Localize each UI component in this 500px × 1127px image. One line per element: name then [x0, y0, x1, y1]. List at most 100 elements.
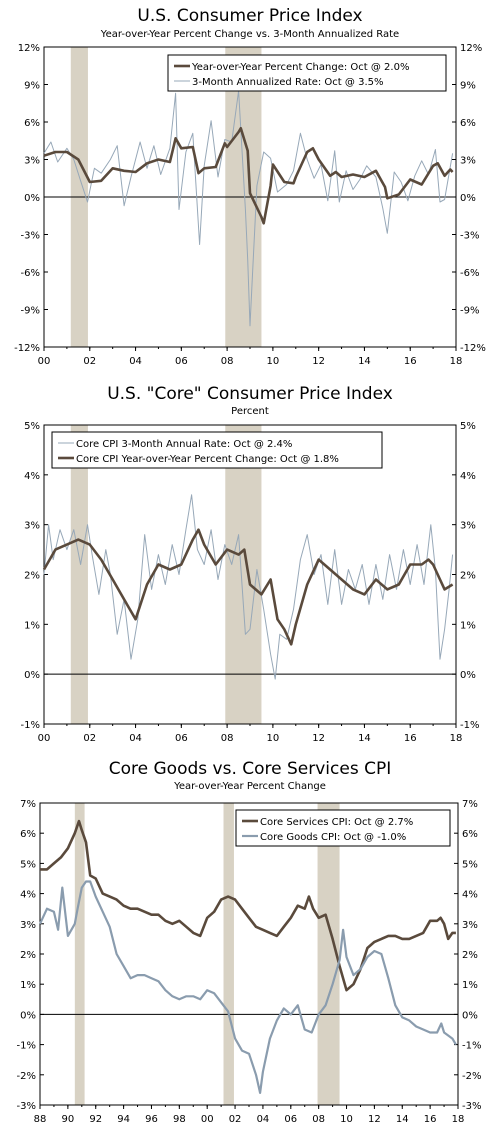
y-tick-label-left: 2% [24, 571, 40, 582]
chart2-title: U.S. "Core" Consumer Price Index [107, 384, 393, 404]
y-tick-label-left: -3% [17, 1101, 36, 1112]
series-line-2 [39, 880, 457, 1094]
chart2-subtitle: Percent [231, 406, 269, 417]
y-tick-label-left: 12% [18, 43, 40, 54]
y-tick-label-right: 12% [460, 43, 482, 54]
y-tick-label-right: 3% [462, 920, 478, 931]
y-tick-label-left: -1% [17, 1041, 36, 1052]
y-tick-label-right: 4% [462, 890, 478, 901]
y-tick-label-right: 3% [460, 156, 476, 167]
x-tick-label: 14 [358, 356, 371, 367]
x-tick-label: 08 [221, 356, 234, 367]
x-tick-label: 10 [267, 356, 280, 367]
y-tick-label-right: 7% [462, 799, 478, 810]
x-tick-label: 12 [312, 733, 325, 744]
recession-band-1 [70, 425, 88, 724]
x-tick-label: 92 [89, 1114, 102, 1125]
y-tick-label-left: 6% [24, 118, 40, 129]
y-tick-label-left: -2% [17, 1071, 36, 1082]
chart3-subtitle: Year-over-Year Percent Change [174, 781, 326, 792]
y-tick-label-right: 4% [460, 471, 476, 482]
y-tick-label-left: -3% [21, 231, 40, 242]
x-tick-label: 06 [284, 1114, 297, 1125]
y-tick-label-left: 3% [20, 920, 36, 931]
series-line-1 [43, 494, 454, 680]
y-tick-label-right: 9% [460, 81, 476, 92]
recession-band-1 [74, 803, 85, 1105]
y-tick-label-right: -1% [460, 720, 479, 731]
y-tick-label-left: 7% [20, 799, 36, 810]
series-line-1 [40, 819, 456, 992]
chart3-goods-vs-services: -3% -3% -2% -2% -1% -1% 0% 0% 1% 1% 2% 2% 3% 3% 4% 4% 5%… [17, 799, 482, 1125]
y-tick-label-left: 4% [20, 890, 36, 901]
x-tick-label: 18 [452, 1114, 465, 1125]
x-tick-label: 16 [404, 356, 417, 367]
x-tick-label: 00 [38, 733, 51, 744]
y-tick-label-left: -12% [14, 343, 40, 354]
x-tick-label: 04 [129, 356, 142, 367]
x-tick-label: 12 [312, 356, 325, 367]
y-tick-label-right: 6% [462, 829, 478, 840]
legend-box [167, 54, 447, 92]
y-tick-label-right: 5% [462, 859, 478, 870]
y-tick-label-left: 5% [24, 421, 40, 432]
x-tick-label: 02 [83, 733, 96, 744]
x-tick-label: 96 [145, 1114, 158, 1125]
y-tick-label-right: 2% [460, 571, 476, 582]
y-tick-label-right: -3% [460, 231, 479, 242]
y-tick-label-left: 5% [20, 859, 36, 870]
legend-label-1: Core CPI 3-Month Annual Rate: Oct @ 2.4% [76, 439, 292, 450]
y-tick-label-right: 0% [462, 1010, 478, 1021]
x-tick-label: 18 [450, 356, 463, 367]
x-tick-label: 06 [175, 733, 188, 744]
x-tick-label: 10 [267, 733, 280, 744]
y-tick-label-right: -1% [462, 1041, 481, 1052]
x-tick-label: 14 [358, 733, 371, 744]
legend-label-1: Core Services CPI: Oct @ 2.7% [260, 817, 413, 828]
chart1-subtitle: Year-over-Year Percent Change vs. 3-Mont… [100, 29, 400, 40]
x-tick-label: 10 [340, 1114, 353, 1125]
y-tick-label-left: 0% [24, 670, 40, 681]
y-tick-label-right: -2% [462, 1071, 481, 1082]
y-tick-label-right: -9% [460, 306, 479, 317]
y-tick-label-right: -3% [462, 1101, 481, 1112]
y-tick-label-right: -6% [460, 268, 479, 279]
y-tick-label-left: 4% [24, 471, 40, 482]
y-tick-label-left: 1% [24, 620, 40, 631]
x-tick-label: 16 [404, 733, 417, 744]
y-tick-label-left: -9% [21, 306, 40, 317]
y-tick-label-right: 6% [460, 118, 476, 129]
x-tick-label: 98 [173, 1114, 186, 1125]
x-tick-label: 02 [229, 1114, 242, 1125]
y-tick-label-left: 6% [20, 829, 36, 840]
legend-label-1: Year-over-Year Percent Change: Oct @ 2.0… [191, 62, 409, 73]
y-tick-label-left: 2% [20, 950, 36, 961]
legend-label-2: 3-Month Annualized Rate: Oct @ 3.5% [192, 77, 384, 88]
y-tick-label-right: 0% [460, 670, 476, 681]
x-tick-label: 14 [396, 1114, 409, 1125]
legend-label-2: Core Goods CPI: Oct @ -1.0% [260, 832, 406, 843]
y-tick-label-left: -1% [21, 720, 40, 731]
x-tick-label: 94 [117, 1114, 130, 1125]
x-tick-label: 04 [257, 1114, 270, 1125]
recession-band-2 [223, 803, 234, 1105]
y-tick-label-left: 0% [20, 1010, 36, 1021]
chart3-title: Core Goods vs. Core Services CPI [108, 759, 392, 779]
y-tick-label-left: 0% [24, 193, 40, 204]
chart1-cpi-headline: -12% -12% -9% -9% -6% -6% -3% -3% 0% 0% 3% 3% 6% 6% 9%… [14, 43, 486, 367]
y-tick-label-left: 1% [20, 980, 36, 991]
x-tick-label: 90 [61, 1114, 74, 1125]
legend-label-2: Core CPI Year-over-Year Percent Change: … [76, 454, 339, 465]
legend-box [51, 431, 383, 469]
legend-box [235, 809, 451, 847]
y-tick-label-right: 1% [462, 980, 478, 991]
x-tick-label: 02 [83, 356, 96, 367]
x-tick-label: 04 [129, 733, 142, 744]
series-line-1 [43, 127, 454, 225]
series-line-2 [43, 90, 454, 327]
y-tick-label-right: 5% [460, 421, 476, 432]
chart2-core-cpi: -1% -1% 0% 0% 1% 1% 2% 2% 3% 3% 4% 4% 5% 5% 00 02 04 06 08… [21, 421, 480, 744]
x-tick-label: 88 [34, 1114, 47, 1125]
x-tick-label: 00 [38, 356, 51, 367]
x-tick-label: 06 [175, 356, 188, 367]
